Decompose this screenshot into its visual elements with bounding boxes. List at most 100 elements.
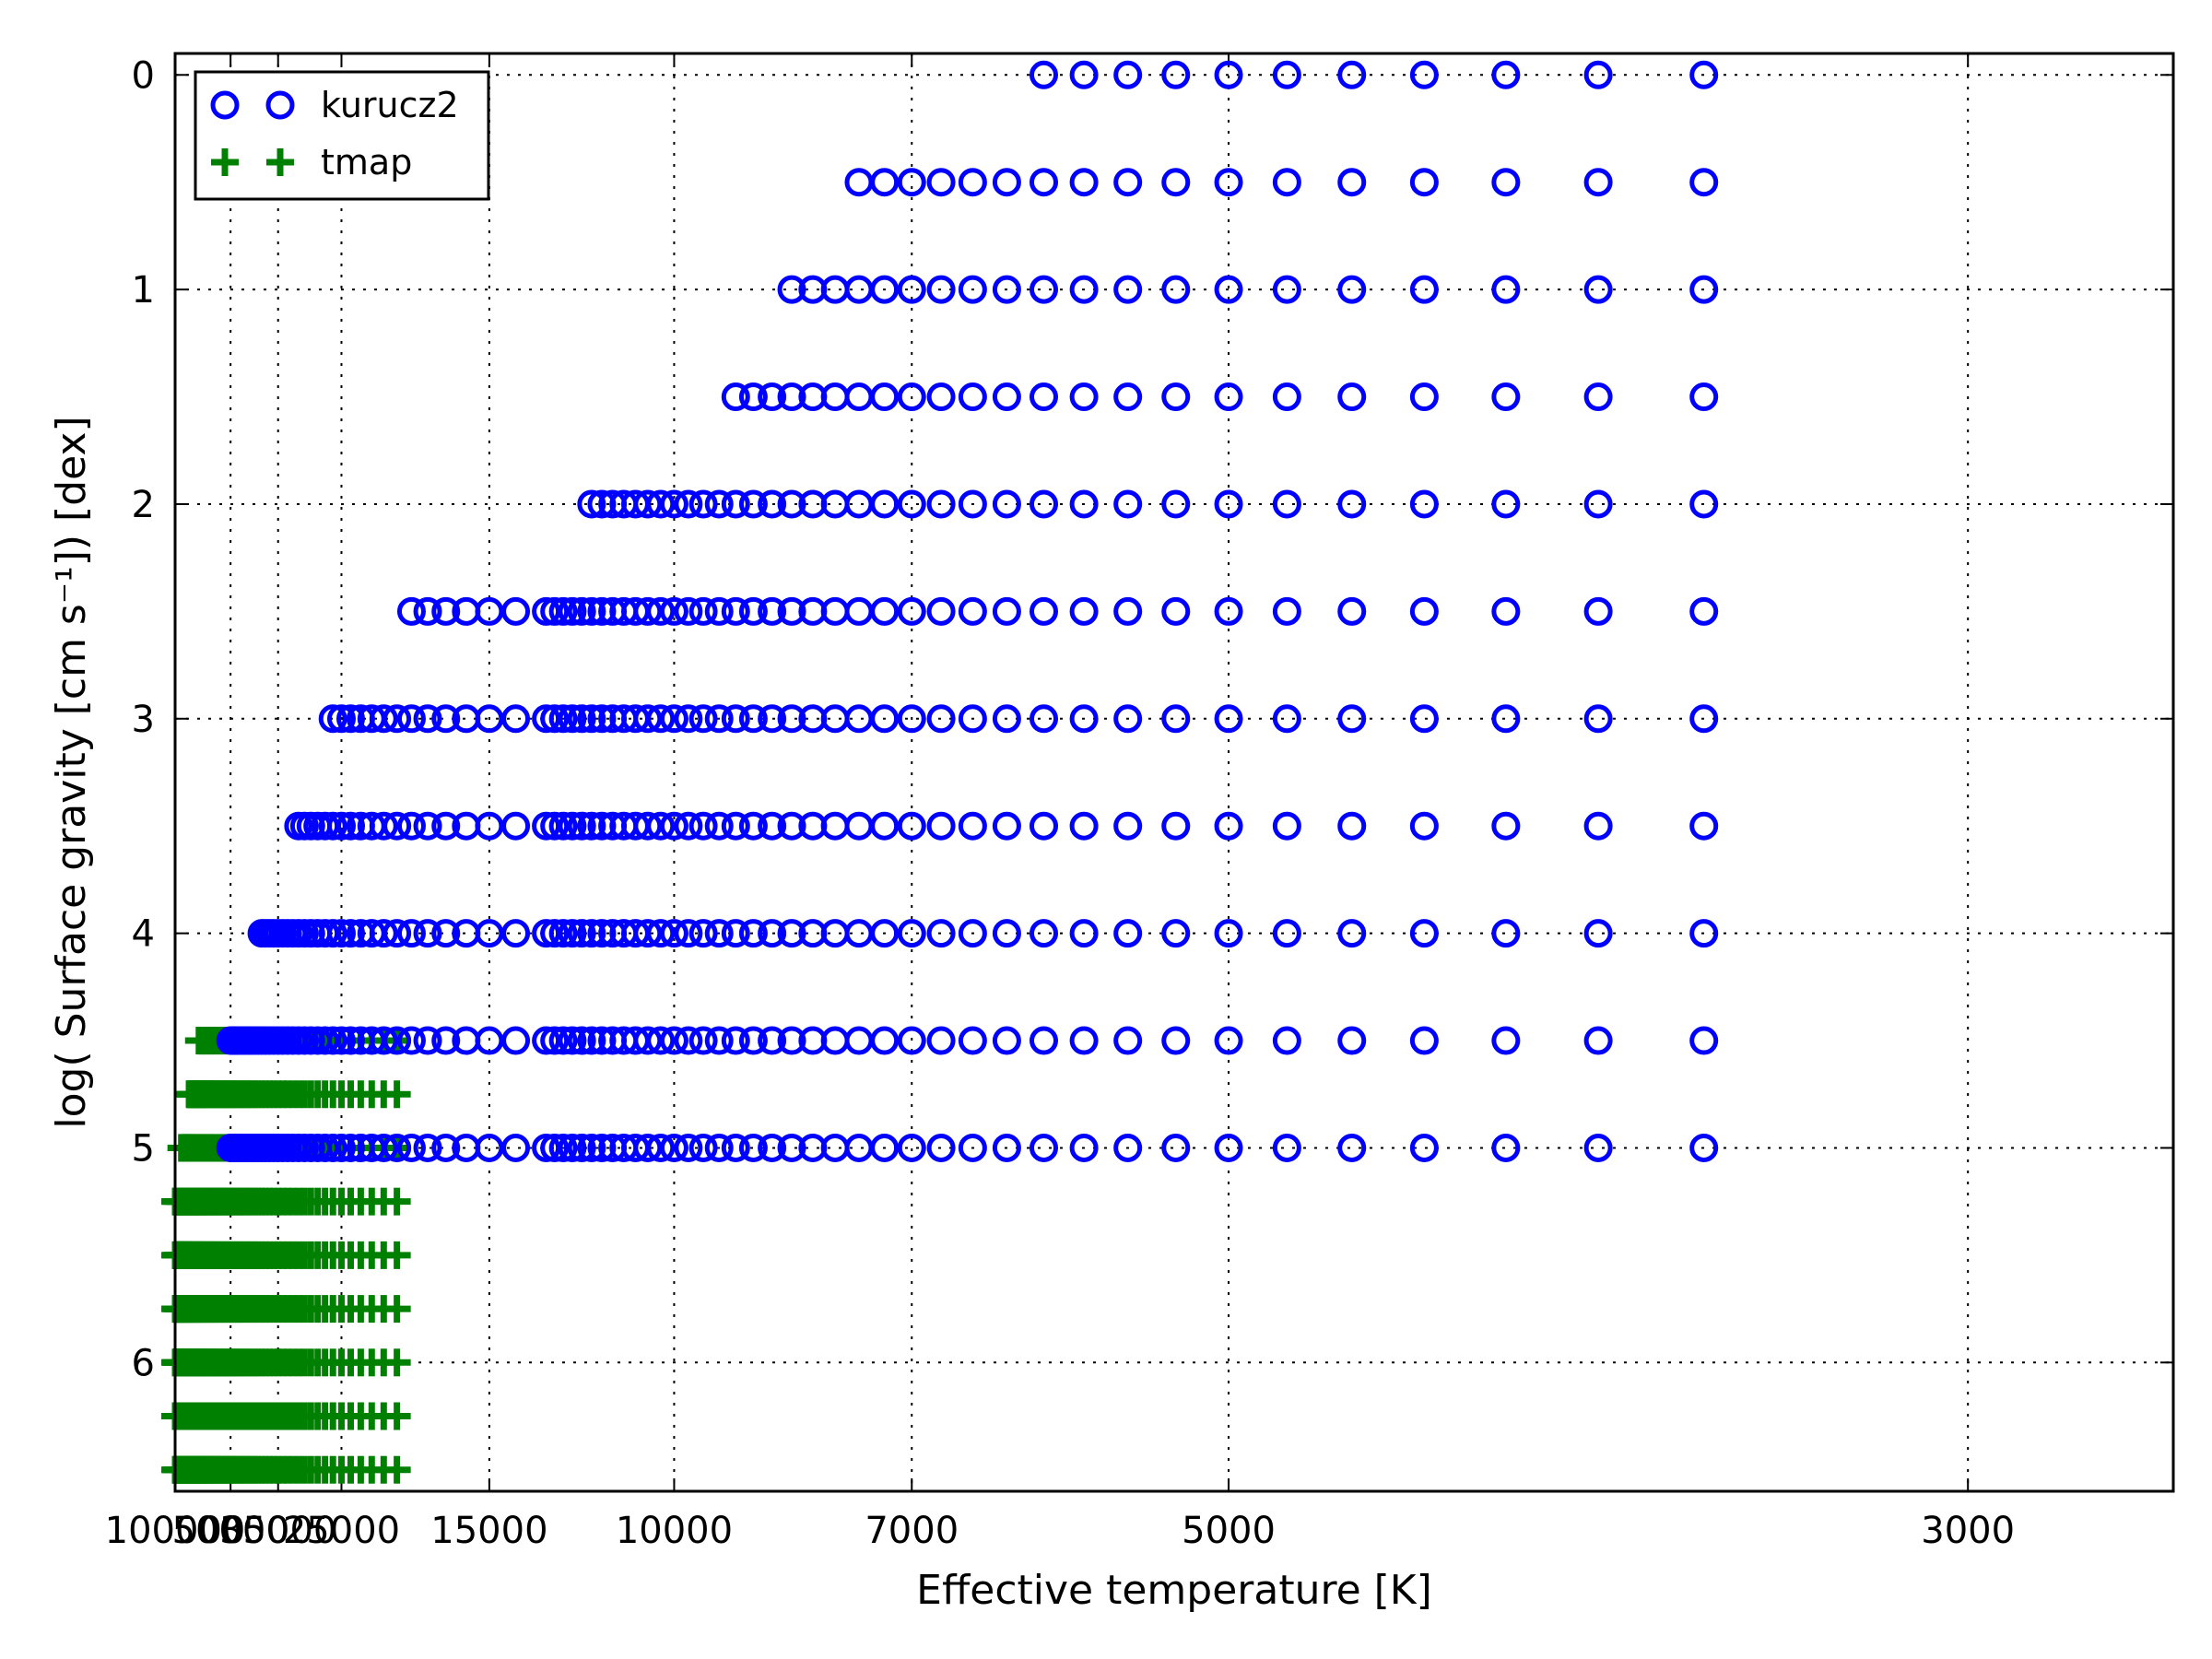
kurucz2-point	[1689, 919, 1719, 948]
kurucz2-point	[758, 1133, 787, 1162]
kurucz2-point	[738, 919, 768, 948]
kurucz2-point	[382, 704, 412, 734]
kurucz2-point	[1272, 489, 1301, 519]
kurucz2-point	[475, 704, 504, 734]
kurucz2-point	[1113, 489, 1143, 519]
kurucz2-point	[926, 704, 956, 734]
kurucz2-point	[897, 382, 926, 412]
kurucz2-point	[1113, 1026, 1143, 1055]
kurucz2-point	[1030, 382, 1059, 412]
kurucz2-point	[336, 1133, 366, 1162]
kurucz2-point	[646, 919, 676, 948]
kurucz2-point	[1272, 382, 1301, 412]
kurucz2-point	[758, 382, 787, 412]
kurucz2-point	[721, 596, 750, 626]
kurucz2-point	[540, 919, 570, 948]
kurucz2-point	[326, 1026, 356, 1055]
kurucz2-point	[1161, 168, 1191, 197]
kurucz2-point	[1069, 382, 1099, 412]
x-tick-label: 100000	[105, 1510, 246, 1552]
kurucz2-point	[475, 811, 504, 841]
kurucz2-point	[336, 811, 366, 841]
tmap-point	[184, 1027, 213, 1055]
kurucz2-point	[577, 489, 606, 519]
kurucz2-point	[558, 1133, 587, 1162]
kurucz2-point	[413, 919, 442, 948]
legend-label-tmap: tmap	[321, 142, 412, 182]
x-tick-label: 50000	[172, 1510, 289, 1552]
kurucz2-point	[659, 596, 688, 626]
kurucz2-point	[721, 1026, 750, 1055]
kurucz2-point	[1161, 275, 1191, 304]
kurucz2-point	[577, 1133, 606, 1162]
kurucz2-point	[758, 489, 787, 519]
kurucz2-point	[646, 1026, 676, 1055]
kurucz2-point	[1214, 1026, 1243, 1055]
kurucz2-point	[475, 919, 504, 948]
kurucz2-point	[1491, 919, 1521, 948]
kurucz2-point	[958, 811, 987, 841]
kurucz2-point	[1409, 489, 1439, 519]
x-axis-label: Effective temperature [K]	[916, 1567, 1432, 1614]
kurucz2-point	[926, 489, 956, 519]
kurucz2-point	[413, 1133, 442, 1162]
kurucz2-point	[926, 1026, 956, 1055]
kurucz2-point	[318, 704, 347, 734]
kurucz2-point	[958, 1026, 987, 1055]
kurucz2-point	[567, 704, 596, 734]
kurucz2-point	[1583, 596, 1613, 626]
kurucz2-point	[431, 811, 461, 841]
kurucz2-point	[558, 596, 587, 626]
kurucz2-point	[633, 919, 663, 948]
kurucz2-point	[558, 811, 587, 841]
kurucz2-point	[475, 1133, 504, 1162]
kurucz2-point	[1409, 60, 1439, 89]
x-tick-label: 25000	[283, 1510, 400, 1552]
kurucz2-point	[577, 1026, 606, 1055]
tmap-point	[175, 1080, 204, 1109]
kurucz2-point	[1689, 168, 1719, 197]
kurucz2-point	[1337, 596, 1367, 626]
x-tick-label: 15000	[430, 1510, 547, 1552]
kurucz2-point	[540, 1026, 570, 1055]
kurucz2-point	[958, 489, 987, 519]
kurucz2-point	[646, 596, 676, 626]
kurucz2-point	[704, 704, 734, 734]
kurucz2-point	[1337, 811, 1367, 841]
tmap-point	[211, 148, 239, 176]
kurucz2-point	[1689, 704, 1719, 734]
kurucz2-point	[1337, 1133, 1367, 1162]
kurucz2-point	[1491, 382, 1521, 412]
kurucz2-point	[926, 168, 956, 197]
kurucz2-point	[1491, 1026, 1521, 1055]
kurucz2-point	[326, 919, 356, 948]
kurucz2-point	[1272, 275, 1301, 304]
y-tick-label: 1	[132, 269, 155, 312]
kurucz2-point	[1272, 704, 1301, 734]
kurucz2-point	[777, 596, 806, 626]
kurucz2-point	[369, 1026, 398, 1055]
kurucz2-point	[1030, 60, 1059, 89]
y-tick-label: 5	[132, 1127, 155, 1170]
kurucz2-point	[1161, 1026, 1191, 1055]
kurucz2-point	[501, 596, 531, 626]
kurucz2-point	[1583, 275, 1613, 304]
kurucz2-point	[777, 275, 806, 304]
kurucz2-point	[1113, 275, 1143, 304]
kurucz2-point	[1272, 1026, 1301, 1055]
kurucz2-point	[721, 1133, 750, 1162]
kurucz2-point	[558, 1026, 587, 1055]
kurucz2-point	[326, 1133, 356, 1162]
kurucz2-point	[870, 1133, 900, 1162]
kurucz2-point	[382, 1026, 412, 1055]
kurucz2-point	[577, 811, 606, 841]
kurucz2-point	[1113, 596, 1143, 626]
kurucz2-point	[475, 1026, 504, 1055]
kurucz2-point	[396, 1026, 426, 1055]
kurucz2-point	[777, 704, 806, 734]
kurucz2-point	[1337, 704, 1367, 734]
kurucz2-point	[1069, 704, 1099, 734]
kurucz2-point	[674, 489, 703, 519]
kurucz2-point	[1214, 704, 1243, 734]
kurucz2-point	[926, 596, 956, 626]
